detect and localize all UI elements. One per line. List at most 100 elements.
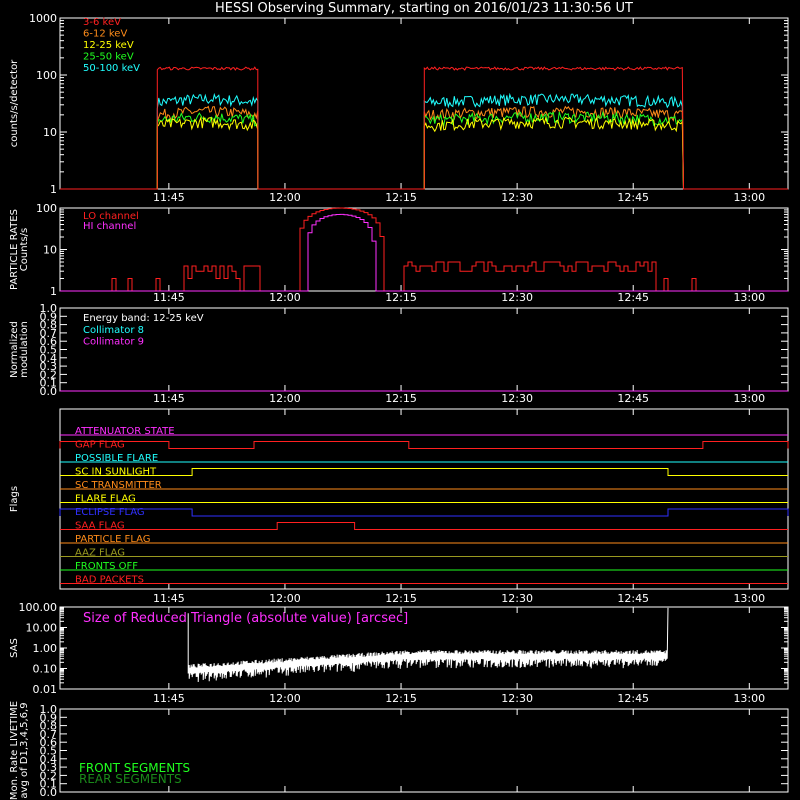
y-tick-label: 0.2 [40,769,58,782]
x-tick-label: 11:45 [153,291,185,304]
x-tick-label: 13:00 [733,291,765,304]
x-tick-label: 12:15 [385,692,417,705]
x-tick-label: 13:00 [733,191,765,204]
x-tick-label: 12:15 [385,191,417,204]
y-axis-label: modulation [19,321,30,378]
legend-label: 6-12 keV [83,29,127,40]
x-tick-label: 12:15 [385,392,417,405]
x-tick-label: 12:30 [501,392,533,405]
flag-label: GAP FLAG [75,440,125,451]
y-tick-label: 1 [50,183,57,196]
y-tick-label: 0.2 [40,368,58,381]
series-line-6-12-keV [60,105,788,190]
y-tick-label: 10 [43,126,57,139]
x-tick-label: 12:30 [501,692,533,705]
y-axis-label: avg of D1,3,4,5,6,9 [19,702,30,798]
x-tick-label: 12:45 [617,392,649,405]
y-tick-label: 0.10 [33,663,58,676]
flag-label: SC TRANSMITTER [75,480,162,491]
x-tick-label: 13:00 [733,692,765,705]
x-tick-label: 12:15 [385,291,417,304]
legend-label: HI channel [83,221,136,232]
flag-label: POSSIBLE FLARE [75,453,158,464]
x-tick-label: 12:00 [269,291,301,304]
flag-line-SAA-FLAG [60,522,788,530]
x-tick-label: 13:00 [733,592,765,605]
x-tick-label: 12:30 [501,291,533,304]
y-tick-label: 100 [36,202,57,215]
y-tick-label: 0.01 [33,683,58,696]
flag-label: PARTICLE FLAG [75,534,151,545]
y-axis-label: Counts/s [19,228,30,272]
x-tick-label: 12:30 [501,592,533,605]
flag-line-SC-IN-SUNLIGHT [60,468,788,476]
y-tick-label: 0.9 [40,711,58,724]
y-tick-label: 0.1 [40,778,58,791]
y-tick-label: 0.4 [40,352,58,365]
y-tick-label: 0.7 [40,327,58,340]
y-axis-label: Flags [9,486,20,512]
legend-label: 3-6 keV [83,17,121,28]
x-tick-label: 12:45 [617,692,649,705]
x-tick-label: 12:45 [617,191,649,204]
legend-label: 50-100 keV [83,63,140,74]
y-axis-label: Normalized [9,321,20,378]
y-tick-label: 10 [43,244,57,257]
y-tick-label: 0.5 [40,745,58,758]
y-tick-label: 100 [36,69,57,82]
flag-label: FLARE FLAG [75,494,136,505]
x-tick-label: 12:00 [269,592,301,605]
y-tick-label: 0.8 [40,720,58,733]
x-tick-label: 12:00 [269,392,301,405]
y-tick-label: 0.1 [40,377,58,390]
series-line-HI-channel [60,213,788,292]
main-title: HESSI Observing Summary, starting on 201… [215,1,633,16]
y-tick-label: 0.3 [40,761,58,774]
series-line-12-25-keV [60,115,788,190]
y-tick-label: 100.00 [19,601,58,614]
legend-label: Collimator 9 [83,337,144,348]
panel-frame-1 [59,207,789,292]
legend-label: LO channel [83,211,139,222]
x-tick-label: 11:45 [153,191,185,204]
y-tick-label: 1.00 [33,642,58,655]
x-tick-label: 11:45 [153,692,185,705]
legend-label: 12-25 keV [83,40,134,51]
x-tick-label: 11:45 [153,392,185,405]
y-tick-label: 0.5 [40,344,58,357]
y-tick-label: 1.0 [40,302,58,315]
y-tick-label: 0.4 [40,753,58,766]
x-tick-label: 11:45 [153,592,185,605]
x-tick-label: 12:00 [269,692,301,705]
series-line-3-6-keV [60,66,788,190]
y-tick-label: 1.0 [40,703,58,716]
legend-label: FRONT SEGMENTS [79,761,190,775]
x-tick-label: 12:45 [617,592,649,605]
x-tick-label: 13:00 [733,392,765,405]
y-tick-label: 0.8 [40,319,58,332]
y-axis-label: counts/s/detector [9,59,20,147]
sas-series-line [187,607,669,683]
legend-label: REAR SEGMENTS [79,772,182,786]
x-tick-label: 12:45 [617,291,649,304]
panel-frame-3 [59,408,789,590]
x-tick-label: 12:15 [385,592,417,605]
y-tick-label: 0.3 [40,360,58,373]
flag-label: ATTENUATOR STATE [75,426,175,437]
y-tick-label: 0.6 [40,736,58,749]
y-tick-label: 0.0 [40,385,58,398]
series-line-25-50-keV [60,110,788,190]
x-tick-label: 12:00 [269,191,301,204]
flag-line-GAP-FLAG [59,441,789,449]
flag-label: SC IN SUNLIGHT [75,467,157,478]
energy-band-label: Energy band: 12-25 keV [83,313,204,324]
y-axis-label: PARTICLE RATES [9,209,20,290]
flag-label: ECLIPSE FLAG [75,507,145,518]
series-line-LO-channel [60,207,788,292]
y-axis-label: SAS [9,638,20,658]
sas-annotation: Size of Reduced Triangle (absolute value… [83,611,408,626]
y-tick-label: 0.9 [40,310,58,323]
y-tick-label: 1000 [29,12,57,25]
y-tick-label: 0.0 [40,786,58,799]
